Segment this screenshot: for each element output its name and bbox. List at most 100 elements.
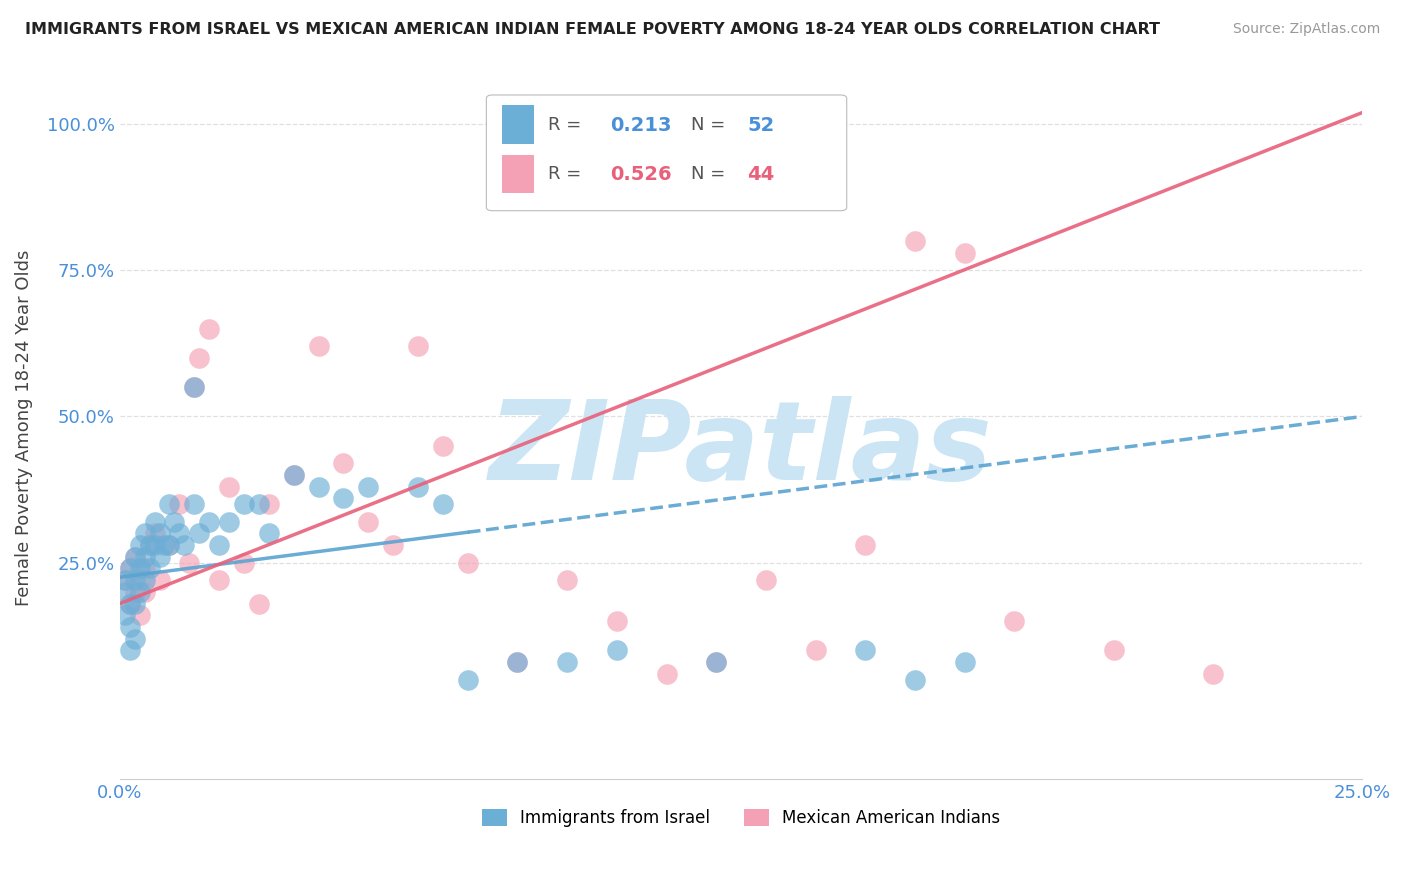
Point <box>247 597 270 611</box>
Point <box>1102 643 1125 657</box>
Point <box>124 632 146 646</box>
FancyBboxPatch shape <box>502 154 533 194</box>
Point <box>218 515 240 529</box>
FancyBboxPatch shape <box>502 105 533 145</box>
Point <box>406 480 429 494</box>
Point <box>457 673 479 687</box>
Point <box>134 549 156 564</box>
Point <box>257 497 280 511</box>
Point <box>124 597 146 611</box>
Point <box>382 538 405 552</box>
Point <box>1202 666 1225 681</box>
Point <box>357 515 380 529</box>
Point <box>138 538 160 552</box>
Point <box>173 538 195 552</box>
Legend: Immigrants from Israel, Mexican American Indians: Immigrants from Israel, Mexican American… <box>475 802 1007 834</box>
Point <box>283 467 305 482</box>
Point <box>134 585 156 599</box>
Point <box>183 497 205 511</box>
Text: R =: R = <box>548 165 588 183</box>
Point <box>953 655 976 669</box>
Point <box>183 380 205 394</box>
Point <box>283 467 305 482</box>
Text: 0.526: 0.526 <box>610 165 672 184</box>
Point <box>134 526 156 541</box>
Point <box>853 643 876 657</box>
Point <box>904 234 927 248</box>
Point <box>208 538 231 552</box>
Point <box>406 339 429 353</box>
Point <box>148 549 170 564</box>
Text: 52: 52 <box>748 116 775 135</box>
Point <box>332 491 354 506</box>
Point <box>257 526 280 541</box>
Point <box>198 515 221 529</box>
Point <box>247 497 270 511</box>
Point <box>904 673 927 687</box>
Point <box>555 573 578 587</box>
Point <box>308 339 330 353</box>
Point <box>804 643 827 657</box>
Point <box>114 573 136 587</box>
Point <box>457 556 479 570</box>
Y-axis label: Female Poverty Among 18-24 Year Olds: Female Poverty Among 18-24 Year Olds <box>15 250 32 607</box>
Text: Source: ZipAtlas.com: Source: ZipAtlas.com <box>1233 22 1381 37</box>
Point <box>134 561 156 575</box>
FancyBboxPatch shape <box>486 95 846 211</box>
Text: N =: N = <box>692 116 731 134</box>
Point <box>138 561 160 575</box>
Point <box>128 573 150 587</box>
Point <box>233 497 256 511</box>
Point <box>432 439 454 453</box>
Point <box>128 561 150 575</box>
Point <box>118 597 141 611</box>
Point <box>506 655 529 669</box>
Text: R =: R = <box>548 116 588 134</box>
Point <box>853 538 876 552</box>
Point <box>153 538 176 552</box>
Text: 44: 44 <box>748 165 775 184</box>
Point <box>432 497 454 511</box>
Text: ZIPatlas: ZIPatlas <box>489 396 993 503</box>
Point <box>308 480 330 494</box>
Point <box>179 556 201 570</box>
Point <box>143 526 166 541</box>
Point <box>169 526 191 541</box>
Point <box>118 561 141 575</box>
Point <box>148 526 170 541</box>
Point <box>118 643 141 657</box>
Point <box>704 655 727 669</box>
Point <box>114 585 136 599</box>
Text: N =: N = <box>692 165 731 183</box>
Point <box>124 573 146 587</box>
Point <box>953 245 976 260</box>
Point <box>128 585 150 599</box>
Point <box>555 655 578 669</box>
Point <box>183 380 205 394</box>
Point <box>655 666 678 681</box>
Point <box>233 556 256 570</box>
Point <box>134 573 156 587</box>
Point <box>128 538 150 552</box>
Point <box>218 480 240 494</box>
Point <box>332 456 354 470</box>
Point <box>755 573 778 587</box>
Point <box>1004 614 1026 628</box>
Point <box>208 573 231 587</box>
Point <box>138 538 160 552</box>
Text: 0.213: 0.213 <box>610 116 672 135</box>
Point <box>159 497 181 511</box>
Point <box>124 585 146 599</box>
Point <box>163 515 186 529</box>
Point <box>114 573 136 587</box>
Point <box>118 620 141 634</box>
Point <box>159 538 181 552</box>
Point <box>124 549 146 564</box>
Point <box>143 538 166 552</box>
Point <box>198 322 221 336</box>
Point <box>606 614 628 628</box>
Point <box>357 480 380 494</box>
Point <box>118 561 141 575</box>
Point <box>606 643 628 657</box>
Point <box>188 526 211 541</box>
